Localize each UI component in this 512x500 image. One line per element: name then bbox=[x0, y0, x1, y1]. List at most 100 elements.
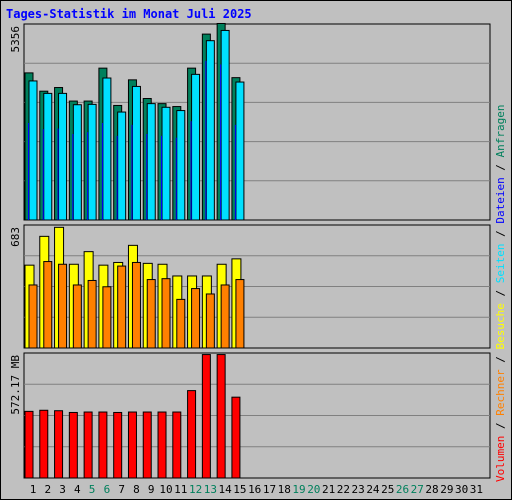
chart-legend: Volumen / Rechner / Besuche / Seiten / D… bbox=[494, 104, 507, 482]
x-tick-label: 6 bbox=[104, 483, 111, 496]
panel-2 bbox=[23, 224, 491, 349]
legend-item-rechner: Rechner bbox=[494, 369, 507, 416]
bar-dateien-day-13 bbox=[205, 60, 207, 220]
bar-volumen-day-15 bbox=[231, 396, 241, 479]
x-tick-label: 5 bbox=[89, 483, 96, 496]
bar-volumen-day-6 bbox=[98, 411, 108, 479]
bar-rechner-day-8 bbox=[131, 261, 141, 349]
legend-item-anfragen: Anfragen bbox=[494, 104, 507, 157]
x-tick-label: 18 bbox=[278, 483, 291, 496]
x-tick-label: 9 bbox=[148, 483, 155, 496]
bar-volumen-day-3 bbox=[54, 410, 64, 479]
x-tick-label: 10 bbox=[159, 483, 172, 496]
bar-dateien-day-10 bbox=[161, 135, 163, 220]
x-tick-label: 21 bbox=[322, 483, 335, 496]
bar-dateien-day-8 bbox=[131, 124, 133, 220]
x-tick-label: 30 bbox=[455, 483, 468, 496]
bar-volumen-day-10 bbox=[157, 411, 167, 479]
legend-separator: / bbox=[494, 157, 507, 177]
bar-rechner-day-15 bbox=[235, 279, 245, 349]
bar-rechner-day-4 bbox=[72, 284, 82, 349]
bar-volumen-day-2 bbox=[39, 409, 49, 479]
x-tick-label: 27 bbox=[411, 483, 424, 496]
y-max-label: 5356 bbox=[9, 26, 22, 53]
x-tick-label: 26 bbox=[396, 483, 409, 496]
bar-seiten-day-6 bbox=[102, 77, 112, 221]
bar-dateien-day-3 bbox=[57, 128, 59, 220]
chart-panels bbox=[23, 22, 491, 479]
legend-separator: / bbox=[494, 224, 507, 244]
x-tick-label: 31 bbox=[470, 483, 483, 496]
bar-seiten-day-12 bbox=[191, 73, 201, 221]
x-tick-label: 15 bbox=[233, 483, 246, 496]
bar-seiten-day-14 bbox=[220, 29, 230, 221]
bar-rechner-day-14 bbox=[220, 284, 230, 349]
bar-rechner-day-1 bbox=[28, 284, 38, 349]
bar-volumen-day-1 bbox=[24, 410, 34, 479]
legend-separator: / bbox=[494, 350, 507, 370]
bar-volumen-day-5 bbox=[83, 411, 93, 479]
x-tick-label: 20 bbox=[307, 483, 320, 496]
bar-volumen-day-12 bbox=[187, 390, 197, 479]
bar-volumen-day-9 bbox=[142, 411, 152, 479]
bar-seiten-day-4 bbox=[72, 104, 82, 221]
bar-dateien-day-6 bbox=[101, 123, 103, 220]
bar-dateien-day-4 bbox=[72, 134, 74, 220]
bar-volumen-day-7 bbox=[113, 411, 123, 479]
x-tick-label: 29 bbox=[440, 483, 453, 496]
bar-seiten-day-9 bbox=[146, 103, 156, 221]
legend-separator: / bbox=[494, 416, 507, 436]
bar-dateien-day-7 bbox=[116, 135, 118, 220]
y-axis-labels: 5356 683 572.17 MB bbox=[9, 26, 22, 415]
y-max-label: 683 bbox=[9, 227, 22, 247]
x-tick-label: 28 bbox=[425, 483, 438, 496]
panel-3 bbox=[23, 352, 491, 479]
x-tick-label: 7 bbox=[118, 483, 125, 496]
bar-seiten-day-15 bbox=[235, 81, 245, 221]
legend-item-besuche: Besuche bbox=[494, 303, 507, 349]
bar-volumen-day-14 bbox=[216, 354, 226, 479]
bar-volumen-day-11 bbox=[172, 411, 182, 479]
bar-rechner-day-3 bbox=[58, 263, 68, 349]
x-tick-label: 13 bbox=[204, 483, 217, 496]
x-tick-label: 16 bbox=[248, 483, 261, 496]
legend-separator: / bbox=[494, 283, 507, 303]
bar-seiten-day-3 bbox=[58, 92, 68, 221]
bar-rechner-day-10 bbox=[161, 278, 171, 349]
x-tick-label: 8 bbox=[133, 483, 140, 496]
x-tick-label: 11 bbox=[174, 483, 187, 496]
bar-rechner-day-7 bbox=[117, 265, 127, 349]
bar-volumen-day-8 bbox=[127, 411, 137, 479]
x-tick-label: 12 bbox=[189, 483, 202, 496]
x-axis-labels: 1 2 3 4 5 6 7 8 9 10 11 12 13 14 15 16 17 18 19 20 21 22 23 24 2… bbox=[30, 483, 483, 496]
bar-volumen-day-13 bbox=[201, 354, 211, 479]
x-tick-label: 4 bbox=[74, 483, 81, 496]
x-tick-label: 23 bbox=[352, 483, 365, 496]
bar-seiten-day-10 bbox=[161, 106, 171, 221]
bar-dateien-day-2 bbox=[42, 129, 44, 220]
bar-dateien-day-1 bbox=[28, 123, 29, 220]
x-tick-label: 1 bbox=[30, 483, 37, 496]
bar-rechner-day-2 bbox=[43, 261, 53, 349]
bar-seiten-day-7 bbox=[117, 111, 127, 221]
bar-rechner-day-6 bbox=[102, 286, 112, 349]
bar-seiten-day-2 bbox=[43, 92, 53, 221]
bar-rechner-day-5 bbox=[87, 279, 97, 349]
y-max-label: 572.17 MB bbox=[9, 355, 22, 415]
x-tick-label: 14 bbox=[219, 483, 233, 496]
x-tick-label: 3 bbox=[59, 483, 66, 496]
bar-rechner-day-12 bbox=[191, 288, 201, 349]
bar-seiten-day-11 bbox=[176, 110, 186, 221]
legend-item-seiten: Seiten bbox=[494, 244, 507, 284]
bar-dateien-day-15 bbox=[234, 124, 236, 220]
bar-seiten-day-1 bbox=[28, 80, 38, 221]
bar-rechner-day-11 bbox=[176, 298, 186, 349]
legend-item-volumen: Volumen bbox=[494, 436, 507, 482]
bar-seiten-day-8 bbox=[131, 85, 141, 221]
chart-title: Tages-Statistik im Monat Juli 2025 bbox=[6, 7, 252, 21]
bar-seiten-day-13 bbox=[205, 40, 215, 221]
panel-1 bbox=[23, 22, 491, 221]
bar-dateien-day-9 bbox=[146, 134, 148, 220]
bar-dateien-day-5 bbox=[87, 132, 89, 220]
bar-volumen-day-4 bbox=[68, 411, 78, 479]
